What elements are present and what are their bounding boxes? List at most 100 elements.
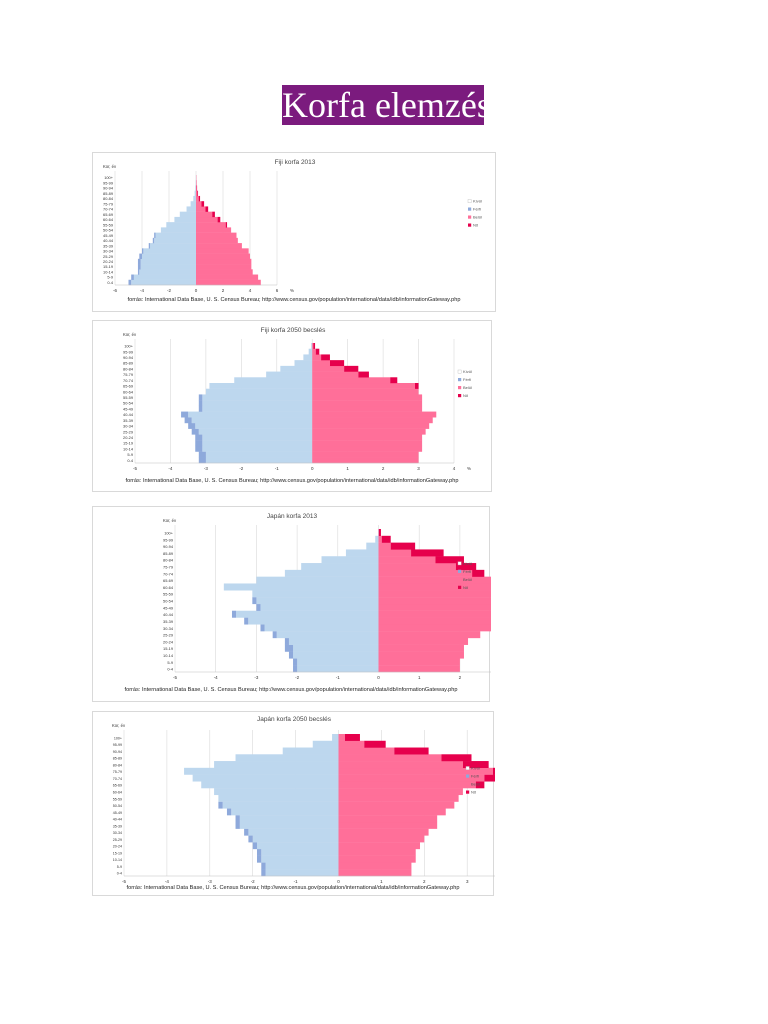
female-bar [378,617,491,625]
female-bar [338,761,463,769]
female-bar [338,815,438,823]
female-bar [196,274,259,280]
male-excess-bar [195,445,203,452]
male-excess-bar [198,394,203,401]
legend-label: Nő [473,223,479,228]
male-excess-bar [231,610,237,618]
male-excess-bar [260,624,265,632]
male-excess-bar [137,264,141,270]
pyramid-chart-japan-2013: 0-4 5-9 10-14 15-19 20-24 25-29 30-34 35-39 40-4… [92,506,491,702]
female-bar [338,821,438,829]
male-bar [202,405,313,412]
age-tick-label: 55-59 [163,592,173,597]
male-excess-bar [198,451,206,458]
male-bar [265,869,339,877]
female-bar [338,862,412,870]
female-bar [312,394,423,401]
legend-label: Férfi [473,207,481,212]
male-excess-bar [261,869,266,877]
x-tick-label: 1 [380,879,383,884]
male-bar [266,371,313,378]
age-tick-label: 65-69 [163,578,173,583]
legend-label: Kívül [463,369,472,374]
x-tick-label: -4 [140,288,144,293]
x-tick-label: -4 [168,466,172,471]
female-excess-bar [455,563,477,571]
x-tick-label: 2 [459,675,462,680]
male-bar [188,411,313,418]
female-bar [196,190,198,197]
male-bar [202,445,313,452]
male-bar [265,862,339,870]
female-bar [196,248,249,254]
legend-label: Nő [471,790,477,795]
male-bar [284,569,379,577]
age-tick-label: 90-94 [103,186,114,191]
male-bar [235,754,339,762]
female-bar [196,216,218,223]
male-bar [248,828,339,836]
male-bar [332,734,339,741]
male-bar [288,637,379,645]
male-bar [294,360,313,367]
age-tick-label: 60-64 [103,217,114,222]
x-tick-label: -4 [165,879,169,884]
male-excess-bar [261,862,266,870]
x-tick-label: -1 [275,466,279,471]
age-tick-label: 40-44 [123,412,134,417]
female-bar [378,535,382,543]
male-bar [231,808,339,816]
male-excess-bar [152,237,155,244]
age-tick-label: 60-64 [163,585,174,590]
male-bar [205,457,313,464]
legend-label: Belül [463,577,472,582]
x-tick-label: -6 [113,288,117,293]
age-tick-label: 45-49 [123,406,133,411]
age-tick-label: 10-14 [113,858,122,862]
legend-swatch [466,774,470,778]
female-bar [378,651,464,659]
male-bar [202,440,313,447]
age-tick-label: 70-74 [123,378,134,383]
male-excess-bar [293,658,298,666]
male-bar [252,590,379,598]
male-excess-bar [256,848,262,856]
age-tick-label: 25-29 [123,429,133,434]
female-bar [338,855,416,863]
male-bar [155,232,196,239]
legend-label: Belül [473,215,482,220]
age-tick-label: 100+ [164,530,173,535]
female-bar [196,211,213,218]
female-bar [312,428,426,435]
age-tick-label: 10-14 [103,269,114,274]
female-bar [312,451,419,458]
legend-swatch [458,378,462,382]
age-tick-label: 55-59 [103,222,113,227]
age-tick-label: 95-99 [123,349,133,354]
age-tick-label: 15-19 [103,264,113,269]
age-tick-label: 55-59 [123,395,133,400]
male-excess-bar [235,821,240,829]
age-tick-label: 50-54 [103,228,114,233]
age-tick-label: 5-9 [167,660,173,665]
female-bar [338,808,446,816]
female-excess-bar [315,348,320,355]
female-bar [312,457,419,464]
legend-swatch [468,223,472,227]
chart-source: forrás: International Data Base, U. S. C… [127,297,461,303]
female-excess-bar [381,535,391,543]
age-tick-label: 5-9 [117,865,122,869]
legend-swatch [458,394,462,398]
x-tick-label: -2 [239,466,243,471]
age-tick-label: 50-54 [163,599,174,604]
age-tick-label: 0-4 [167,667,173,672]
age-tick-label: 5-9 [127,452,133,457]
female-bar [378,624,491,632]
female-excess-bar [225,222,228,228]
male-bar [218,794,339,802]
male-excess-bar [198,400,203,407]
y-axis-label: Kor, év [103,164,117,169]
female-bar [196,258,252,265]
x-tick-label: -4 [214,675,218,680]
male-bar [205,451,313,458]
